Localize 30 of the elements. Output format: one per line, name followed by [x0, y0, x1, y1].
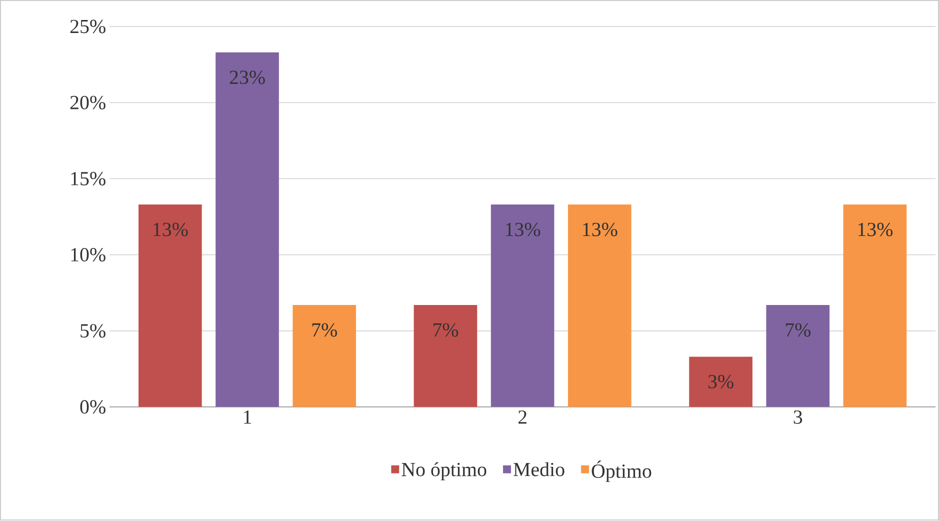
- data-label: 13%: [858, 222, 893, 237]
- bar: [568, 204, 632, 408]
- bar: [490, 204, 554, 408]
- y-tick-label: 5%: [80, 324, 106, 338]
- legend-label: No óptimo: [402, 462, 486, 481]
- bar: [292, 305, 356, 408]
- bar: [766, 305, 830, 408]
- legend-label: Óptimo: [592, 460, 652, 482]
- bar: [414, 305, 478, 408]
- x-tick-label: 3: [794, 410, 802, 424]
- bar: [138, 204, 202, 408]
- y-tick-label: 20%: [70, 96, 106, 110]
- bar: [843, 204, 907, 408]
- data-label: 13%: [506, 222, 540, 237]
- bar: [689, 356, 752, 408]
- data-label: 23%: [230, 70, 265, 84]
- x-tick-label: 2: [518, 410, 526, 424]
- data-label: 7%: [786, 323, 810, 337]
- data-label: 7%: [434, 323, 458, 337]
- data-label: 13%: [583, 222, 618, 237]
- y-tick-label: 25%: [70, 20, 106, 34]
- y-tick-label: 10%: [71, 248, 106, 262]
- data-label: 13%: [154, 222, 188, 237]
- bar: [216, 52, 279, 408]
- y-tick-label: 0%: [80, 400, 106, 414]
- y-tick-label: 15%: [71, 172, 106, 186]
- x-tick-label: 1: [244, 410, 252, 424]
- data-label: 7%: [312, 323, 337, 337]
- data-label: 3%: [708, 375, 734, 389]
- legend-label: Medio: [514, 462, 564, 476]
